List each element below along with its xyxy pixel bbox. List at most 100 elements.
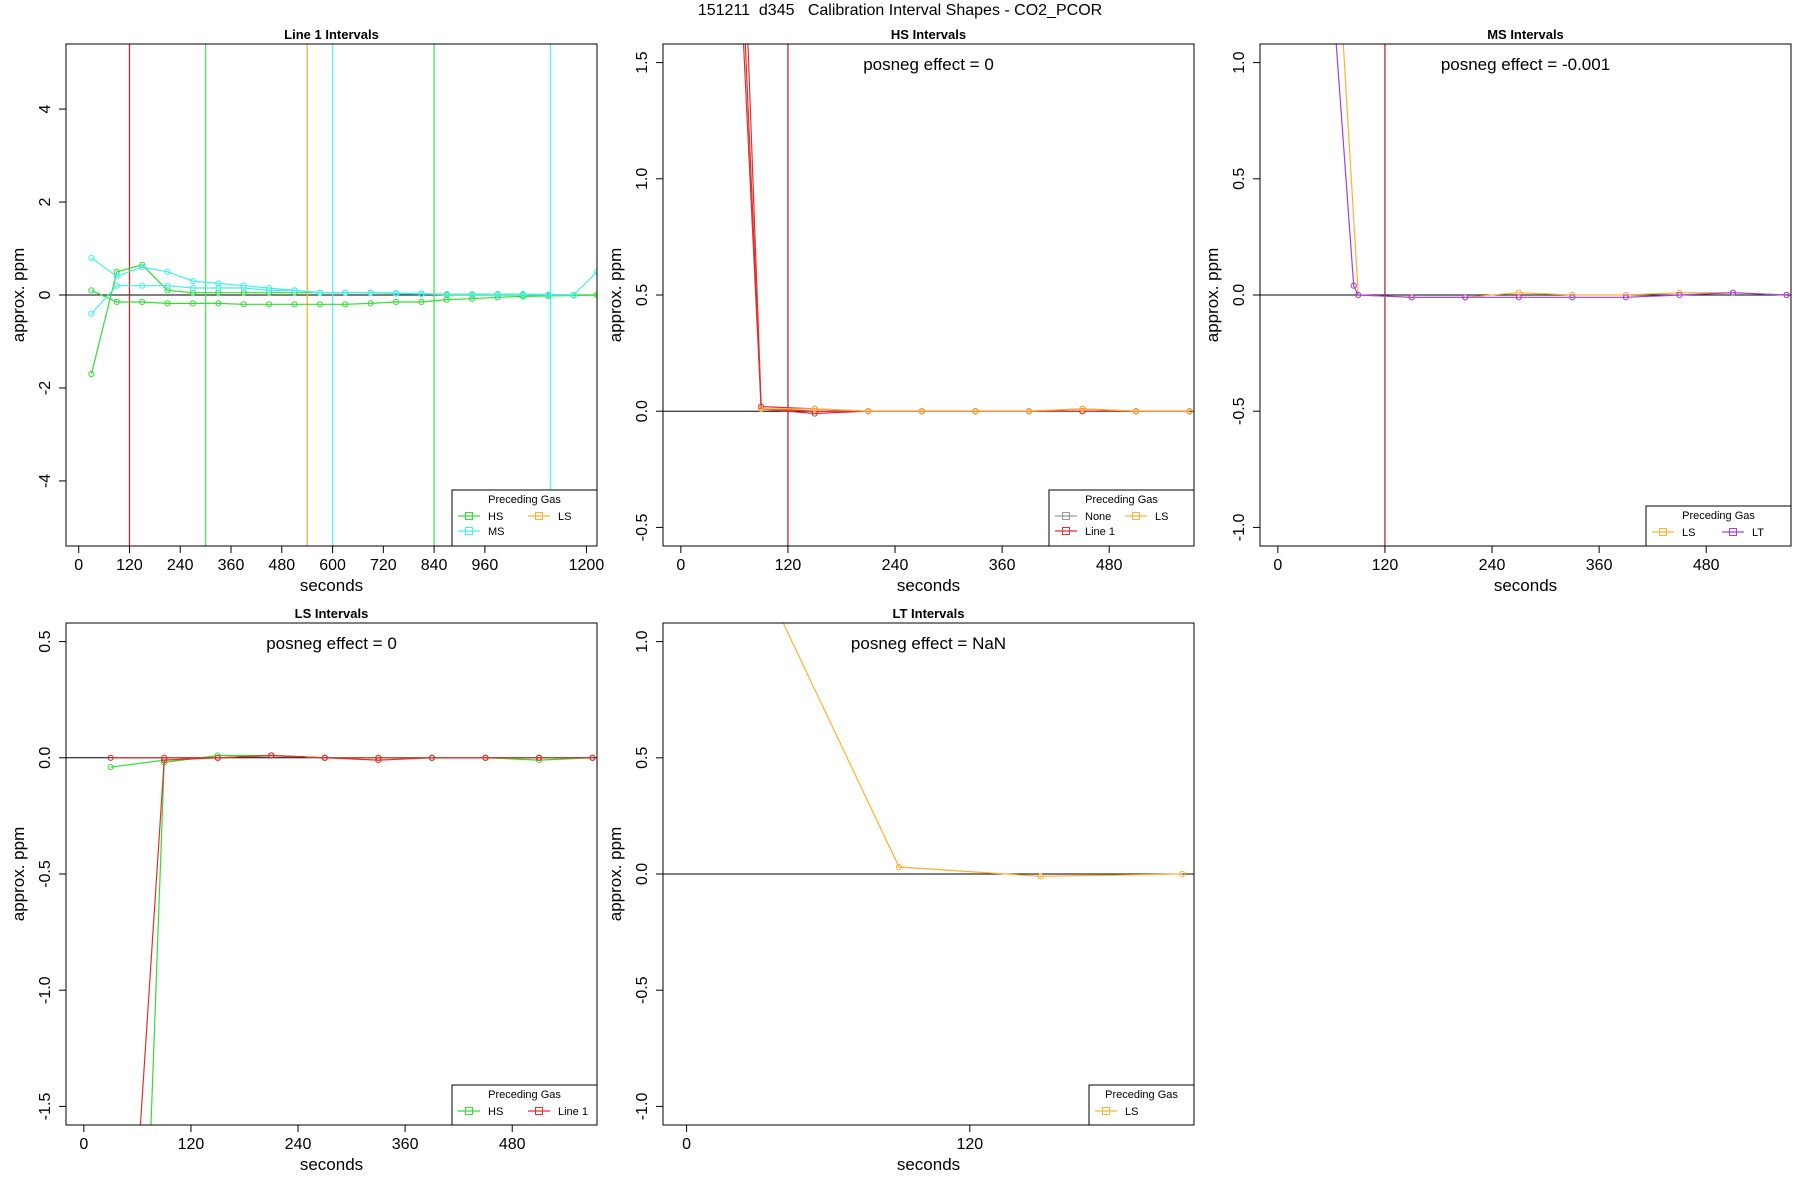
series-line: [139, 754, 593, 1125]
legend-swatch-marker: [1062, 512, 1070, 520]
data-point: [291, 287, 298, 294]
legend-title: Preceding Gas: [1682, 510, 1755, 522]
data-point: [811, 405, 818, 412]
data-point: [113, 273, 120, 280]
y-axis-label: approx. ppm: [606, 248, 625, 343]
legend-entry-label: LS: [1682, 527, 1695, 539]
legend-box: [451, 489, 598, 547]
data-point: [240, 289, 247, 296]
series-line: [747, 44, 1190, 412]
plot-frame: [662, 43, 1195, 547]
legend-box: [1088, 1084, 1195, 1126]
page-title: 151211 d345 Calibration Interval Shapes …: [697, 2, 1103, 19]
data-point: [189, 284, 197, 292]
data-point: [1408, 294, 1415, 301]
data-point: [1355, 291, 1362, 299]
posneg-annotation: posneg effect = -0.001: [1441, 55, 1610, 74]
data-point: [164, 282, 171, 289]
data-point: [164, 300, 171, 307]
x-tick-label: 240: [167, 557, 194, 574]
x-tick-label: 840: [421, 557, 448, 574]
data-point: [1037, 873, 1044, 880]
y-axis-label: approx. ppm: [9, 827, 28, 922]
y-tick-label: -0.5: [634, 514, 651, 542]
x-tick-label: 480: [268, 557, 295, 574]
x-tick-label: 120: [956, 1136, 983, 1153]
data-point: [268, 752, 275, 759]
legend-box: [1048, 489, 1195, 547]
data-point: [1350, 282, 1357, 289]
legend-entry-label: HS: [488, 511, 503, 523]
data-point: [418, 298, 425, 306]
series-line: [1342, 44, 1787, 298]
legend-swatch-marker: [1132, 512, 1140, 520]
data-point: [113, 298, 120, 306]
y-tick-label: 0.0: [1231, 284, 1248, 306]
chart-title: HS Intervals: [891, 27, 966, 42]
legend-swatch-marker: [1729, 528, 1737, 536]
data-point: [161, 757, 168, 764]
data-point: [589, 754, 596, 761]
chart-panel-5: LT Intervals 0 120 seconds -1.0 -0.5 0.0 0.5 1.0…: [606, 606, 1195, 1174]
series-line: [782, 623, 1183, 877]
legend-title: Preceding Gas: [1105, 1089, 1178, 1101]
legend: Preceding Gas None LS Line 1: [1048, 489, 1195, 547]
data-point: [316, 301, 323, 308]
data-point: [107, 754, 114, 761]
series-line: [90, 264, 597, 375]
series-line: [150, 754, 593, 1125]
data-point: [240, 301, 247, 308]
y-tick-label: -4: [37, 474, 54, 488]
data-point: [375, 757, 382, 764]
data-point: [139, 282, 146, 289]
data-point: [1622, 294, 1629, 301]
x-tick-label: 360: [989, 557, 1016, 574]
x-tick-label: 240: [882, 557, 909, 574]
x-tick-label: 120: [775, 557, 802, 574]
data-point: [291, 301, 298, 308]
data-point: [1079, 405, 1086, 412]
legend-swatch-marker: [465, 512, 473, 520]
legend-title: Preceding Gas: [488, 1089, 561, 1101]
data-point: [469, 295, 476, 302]
x-tick-label: 240: [1479, 557, 1506, 574]
data-point: [215, 284, 222, 292]
data-point: [865, 408, 872, 415]
x-tick-label: 360: [1586, 557, 1613, 574]
chart-title: Line 1 Intervals: [284, 27, 379, 42]
x-tick-label: 480: [1096, 557, 1123, 574]
x-axis-label: seconds: [897, 576, 960, 595]
data-point: [545, 291, 552, 299]
legend: Preceding Gas LS LT: [1645, 505, 1792, 547]
data-point: [1025, 408, 1032, 415]
data-point: [316, 289, 323, 296]
y-tick-label: 0: [37, 290, 54, 299]
y-tick-label: 0.5: [1231, 168, 1248, 190]
y-axis-label: approx. ppm: [9, 248, 28, 343]
data-point: [469, 291, 476, 298]
chart-panel-3: MS Intervals 0 120 240 360 480 seconds -1.0 -0.5…: [1203, 27, 1792, 595]
x-tick-label: 120: [178, 1136, 205, 1153]
data-point: [535, 754, 543, 761]
data-point: [164, 287, 171, 294]
legend-box: [1645, 505, 1792, 547]
chart-title: LS Intervals: [295, 606, 369, 621]
y-tick-label: 4: [37, 105, 54, 114]
series-line: [744, 44, 1190, 415]
chart-panel-2: HS Intervals 0 120 240 360 480 seconds -0.5 0.0 0…: [606, 27, 1195, 595]
legend-entry-label: Line 1: [558, 1106, 588, 1118]
y-tick-label: 1.0: [1231, 51, 1248, 73]
y-tick-label: 0.0: [37, 747, 54, 769]
data-point: [88, 370, 95, 378]
legend-swatch-marker: [1062, 527, 1070, 535]
data-point: [1462, 294, 1469, 301]
data-point: [895, 863, 903, 871]
data-point: [918, 408, 925, 415]
y-tick-label: -1.0: [37, 976, 54, 1004]
x-axis-label: seconds: [897, 1155, 960, 1174]
data-point: [811, 410, 818, 417]
data-point: [265, 301, 273, 308]
y-tick-label: -0.5: [634, 976, 651, 1004]
data-point: [240, 284, 247, 292]
x-tick-label: 960: [472, 557, 499, 574]
